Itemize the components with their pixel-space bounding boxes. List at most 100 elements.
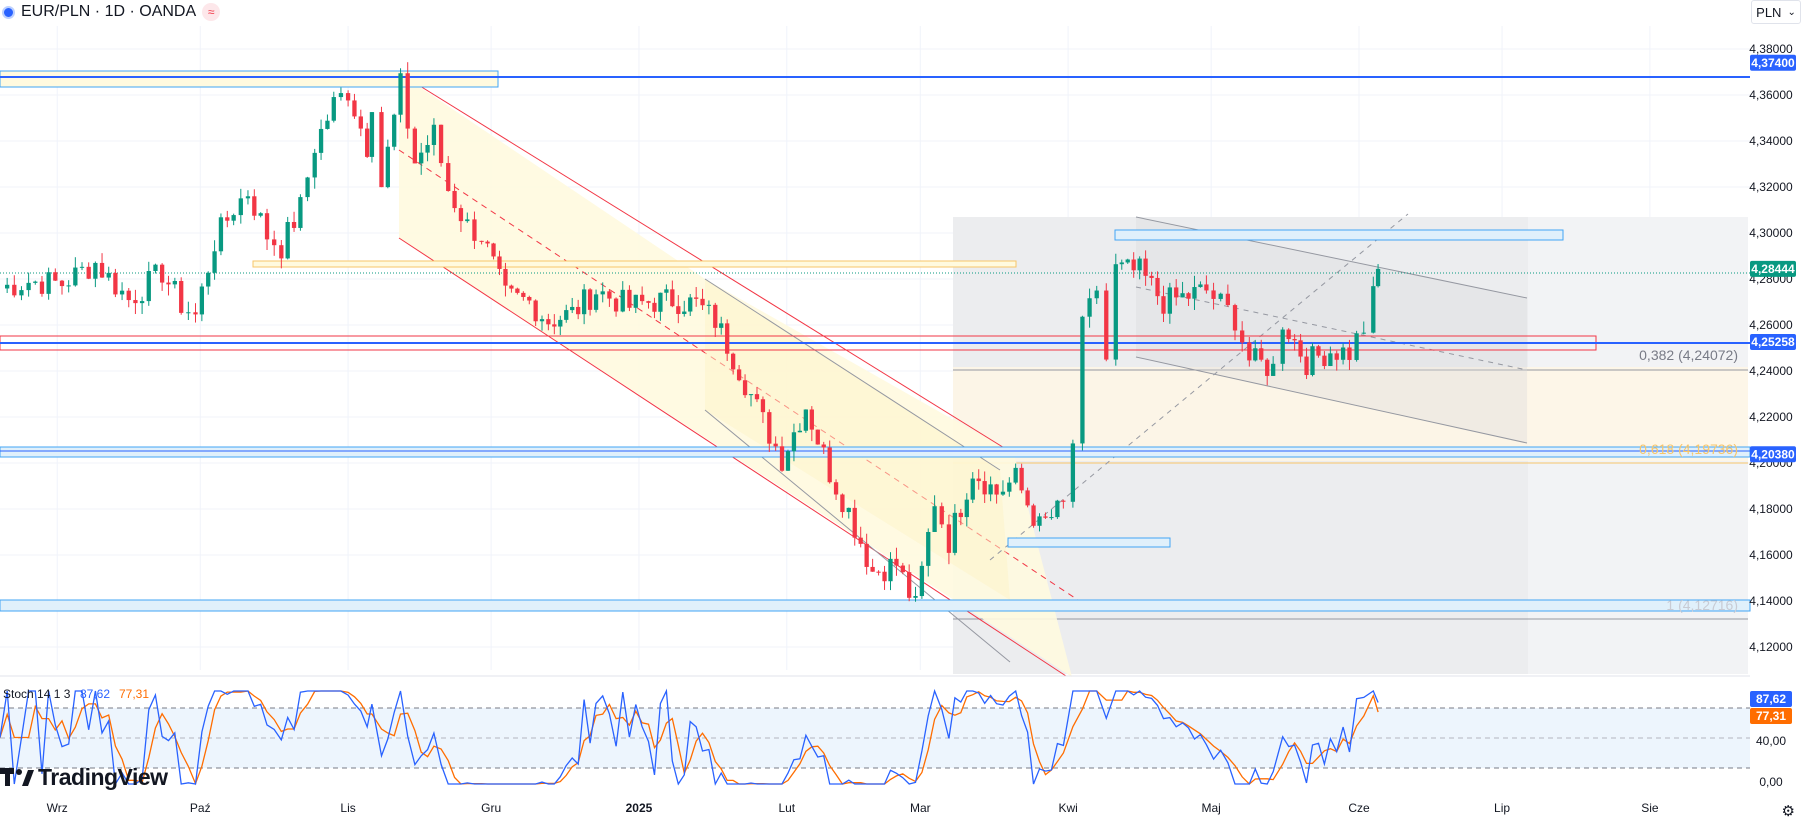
candle[interactable] — [1055, 499, 1060, 519]
candle[interactable] — [767, 409, 772, 452]
candle[interactable] — [119, 282, 125, 301]
candle[interactable] — [1167, 282, 1172, 324]
candle[interactable] — [970, 472, 975, 504]
candle[interactable] — [5, 277, 10, 294]
candle[interactable] — [1113, 253, 1118, 366]
candle[interactable] — [1316, 344, 1321, 358]
candle[interactable] — [888, 552, 893, 591]
candle[interactable] — [736, 365, 742, 382]
candles-layer[interactable] — [5, 62, 1381, 602]
candle[interactable] — [279, 240, 284, 269]
candle[interactable] — [858, 526, 863, 548]
candle[interactable] — [900, 562, 905, 575]
candle[interactable] — [1204, 275, 1209, 294]
candle[interactable] — [809, 406, 814, 442]
candle[interactable] — [231, 213, 236, 226]
candle[interactable] — [607, 289, 612, 307]
candle[interactable] — [1031, 503, 1036, 528]
candle[interactable] — [1155, 271, 1160, 305]
candle[interactable] — [59, 279, 65, 295]
candle[interactable] — [976, 469, 981, 490]
candle[interactable] — [1061, 499, 1066, 509]
candle[interactable] — [570, 297, 575, 314]
candle[interactable] — [773, 436, 778, 451]
candle[interactable] — [331, 91, 336, 123]
candle[interactable] — [913, 586, 918, 602]
candle[interactable] — [53, 268, 58, 281]
candle[interactable] — [318, 119, 324, 160]
candle[interactable] — [1131, 252, 1136, 278]
candle[interactable] — [719, 316, 724, 335]
candle[interactable] — [676, 295, 681, 324]
candle[interactable] — [419, 142, 424, 175]
compare-icon[interactable]: ≈ — [202, 3, 221, 21]
candle[interactable] — [527, 295, 532, 305]
candle[interactable] — [791, 423, 797, 462]
candle[interactable] — [385, 139, 390, 189]
candle[interactable] — [1025, 487, 1030, 508]
candle[interactable] — [515, 287, 520, 295]
candle[interactable] — [700, 288, 705, 311]
candle[interactable] — [870, 558, 875, 572]
candle[interactable] — [593, 289, 599, 313]
candle[interactable] — [833, 479, 839, 500]
candle[interactable] — [779, 436, 785, 472]
candle[interactable] — [369, 112, 375, 163]
candle[interactable] — [106, 266, 111, 281]
candle[interactable] — [670, 280, 675, 308]
candle[interactable] — [179, 277, 184, 315]
candle[interactable] — [438, 124, 444, 167]
candle[interactable] — [458, 204, 464, 233]
candle[interactable] — [345, 90, 351, 107]
symbol-logo-icon[interactable] — [2, 5, 15, 19]
candle[interactable] — [1198, 281, 1203, 288]
candle[interactable] — [639, 286, 645, 305]
candle[interactable] — [926, 528, 931, 577]
candle[interactable] — [1119, 259, 1124, 270]
candle[interactable] — [19, 286, 24, 301]
candle[interactable] — [166, 275, 171, 296]
candle[interactable] — [245, 190, 251, 205]
candle[interactable] — [33, 280, 38, 285]
candle[interactable] — [958, 508, 963, 526]
time-axis[interactable]: Wrz Paź Lis Gru 2025 Lut Mar Kwi Maj Cze Lip Sie — [47, 801, 1659, 815]
candle[interactable] — [1271, 356, 1276, 376]
candle[interactable] — [485, 240, 490, 248]
settings-icon[interactable]: ⚙ — [1781, 803, 1795, 820]
candle[interactable] — [919, 561, 925, 599]
candle[interactable] — [939, 502, 944, 528]
candle[interactable] — [86, 262, 91, 280]
candle[interactable] — [682, 300, 687, 317]
candle[interactable] — [379, 106, 384, 188]
candle[interactable] — [99, 253, 105, 278]
candle[interactable] — [472, 211, 477, 249]
candle[interactable] — [1174, 279, 1179, 306]
candle[interactable] — [664, 284, 669, 301]
candle[interactable] — [398, 68, 403, 123]
candle[interactable] — [425, 135, 430, 162]
candle[interactable] — [238, 188, 243, 224]
candle[interactable] — [1218, 292, 1223, 302]
candle[interactable] — [564, 304, 569, 323]
candle[interactable] — [1247, 336, 1252, 367]
candle[interactable] — [1286, 328, 1291, 343]
candle[interactable] — [113, 268, 118, 298]
candle[interactable] — [1310, 342, 1315, 377]
candle[interactable] — [1007, 477, 1012, 497]
trend-dashed-line[interactable] — [989, 213, 1409, 561]
candle[interactable] — [521, 291, 526, 301]
flag-lower-line[interactable] — [1135, 356, 1528, 444]
candle[interactable] — [620, 281, 625, 313]
candle[interactable] — [964, 493, 969, 527]
candle[interactable] — [846, 507, 851, 519]
candle[interactable] — [587, 288, 593, 316]
candle[interactable] — [412, 126, 417, 164]
candle[interactable] — [491, 242, 496, 260]
candle[interactable] — [146, 261, 151, 306]
candle[interactable] — [894, 547, 899, 576]
candle[interactable] — [1180, 281, 1185, 298]
candle[interactable] — [1298, 333, 1303, 363]
candle[interactable] — [218, 213, 224, 256]
candle[interactable] — [558, 315, 563, 336]
